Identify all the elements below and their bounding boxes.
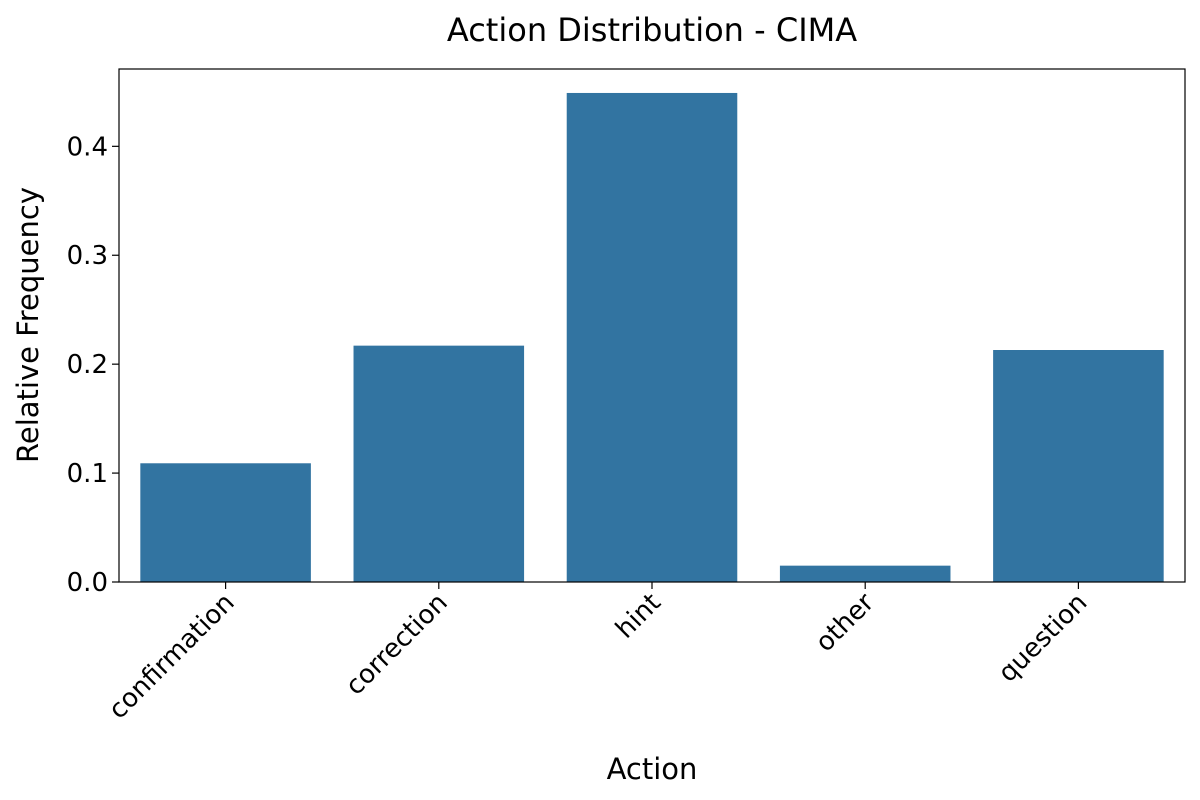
bar-confirmation <box>140 463 311 582</box>
y-axis-label: Relative Frequency <box>11 187 45 463</box>
x-axis-label: Action <box>607 752 698 786</box>
bar-hint <box>566 92 738 582</box>
bar-question <box>993 350 1164 582</box>
x-tick-label: hint <box>610 588 667 645</box>
x-tick-label: correction <box>340 588 454 702</box>
y-tick-label: 0.2 <box>67 350 108 380</box>
chart-title: Action Distribution - CIMA <box>447 11 857 49</box>
y-axis: 0.0 0.1 0.2 0.3 0.4 <box>67 132 119 598</box>
y-tick-label: 0.0 <box>67 568 108 598</box>
bars-group <box>140 92 1164 582</box>
x-tick-label: question <box>993 588 1094 689</box>
y-tick-label: 0.4 <box>67 132 108 162</box>
y-tick-label: 0.1 <box>67 459 108 489</box>
x-tick-label: confirmation <box>103 588 240 725</box>
bar-other <box>779 565 951 582</box>
x-axis: confirmation correction hint other question <box>103 582 1093 725</box>
y-tick-label: 0.3 <box>67 241 108 271</box>
bar-correction <box>353 345 525 582</box>
x-tick-label: other <box>810 588 880 658</box>
